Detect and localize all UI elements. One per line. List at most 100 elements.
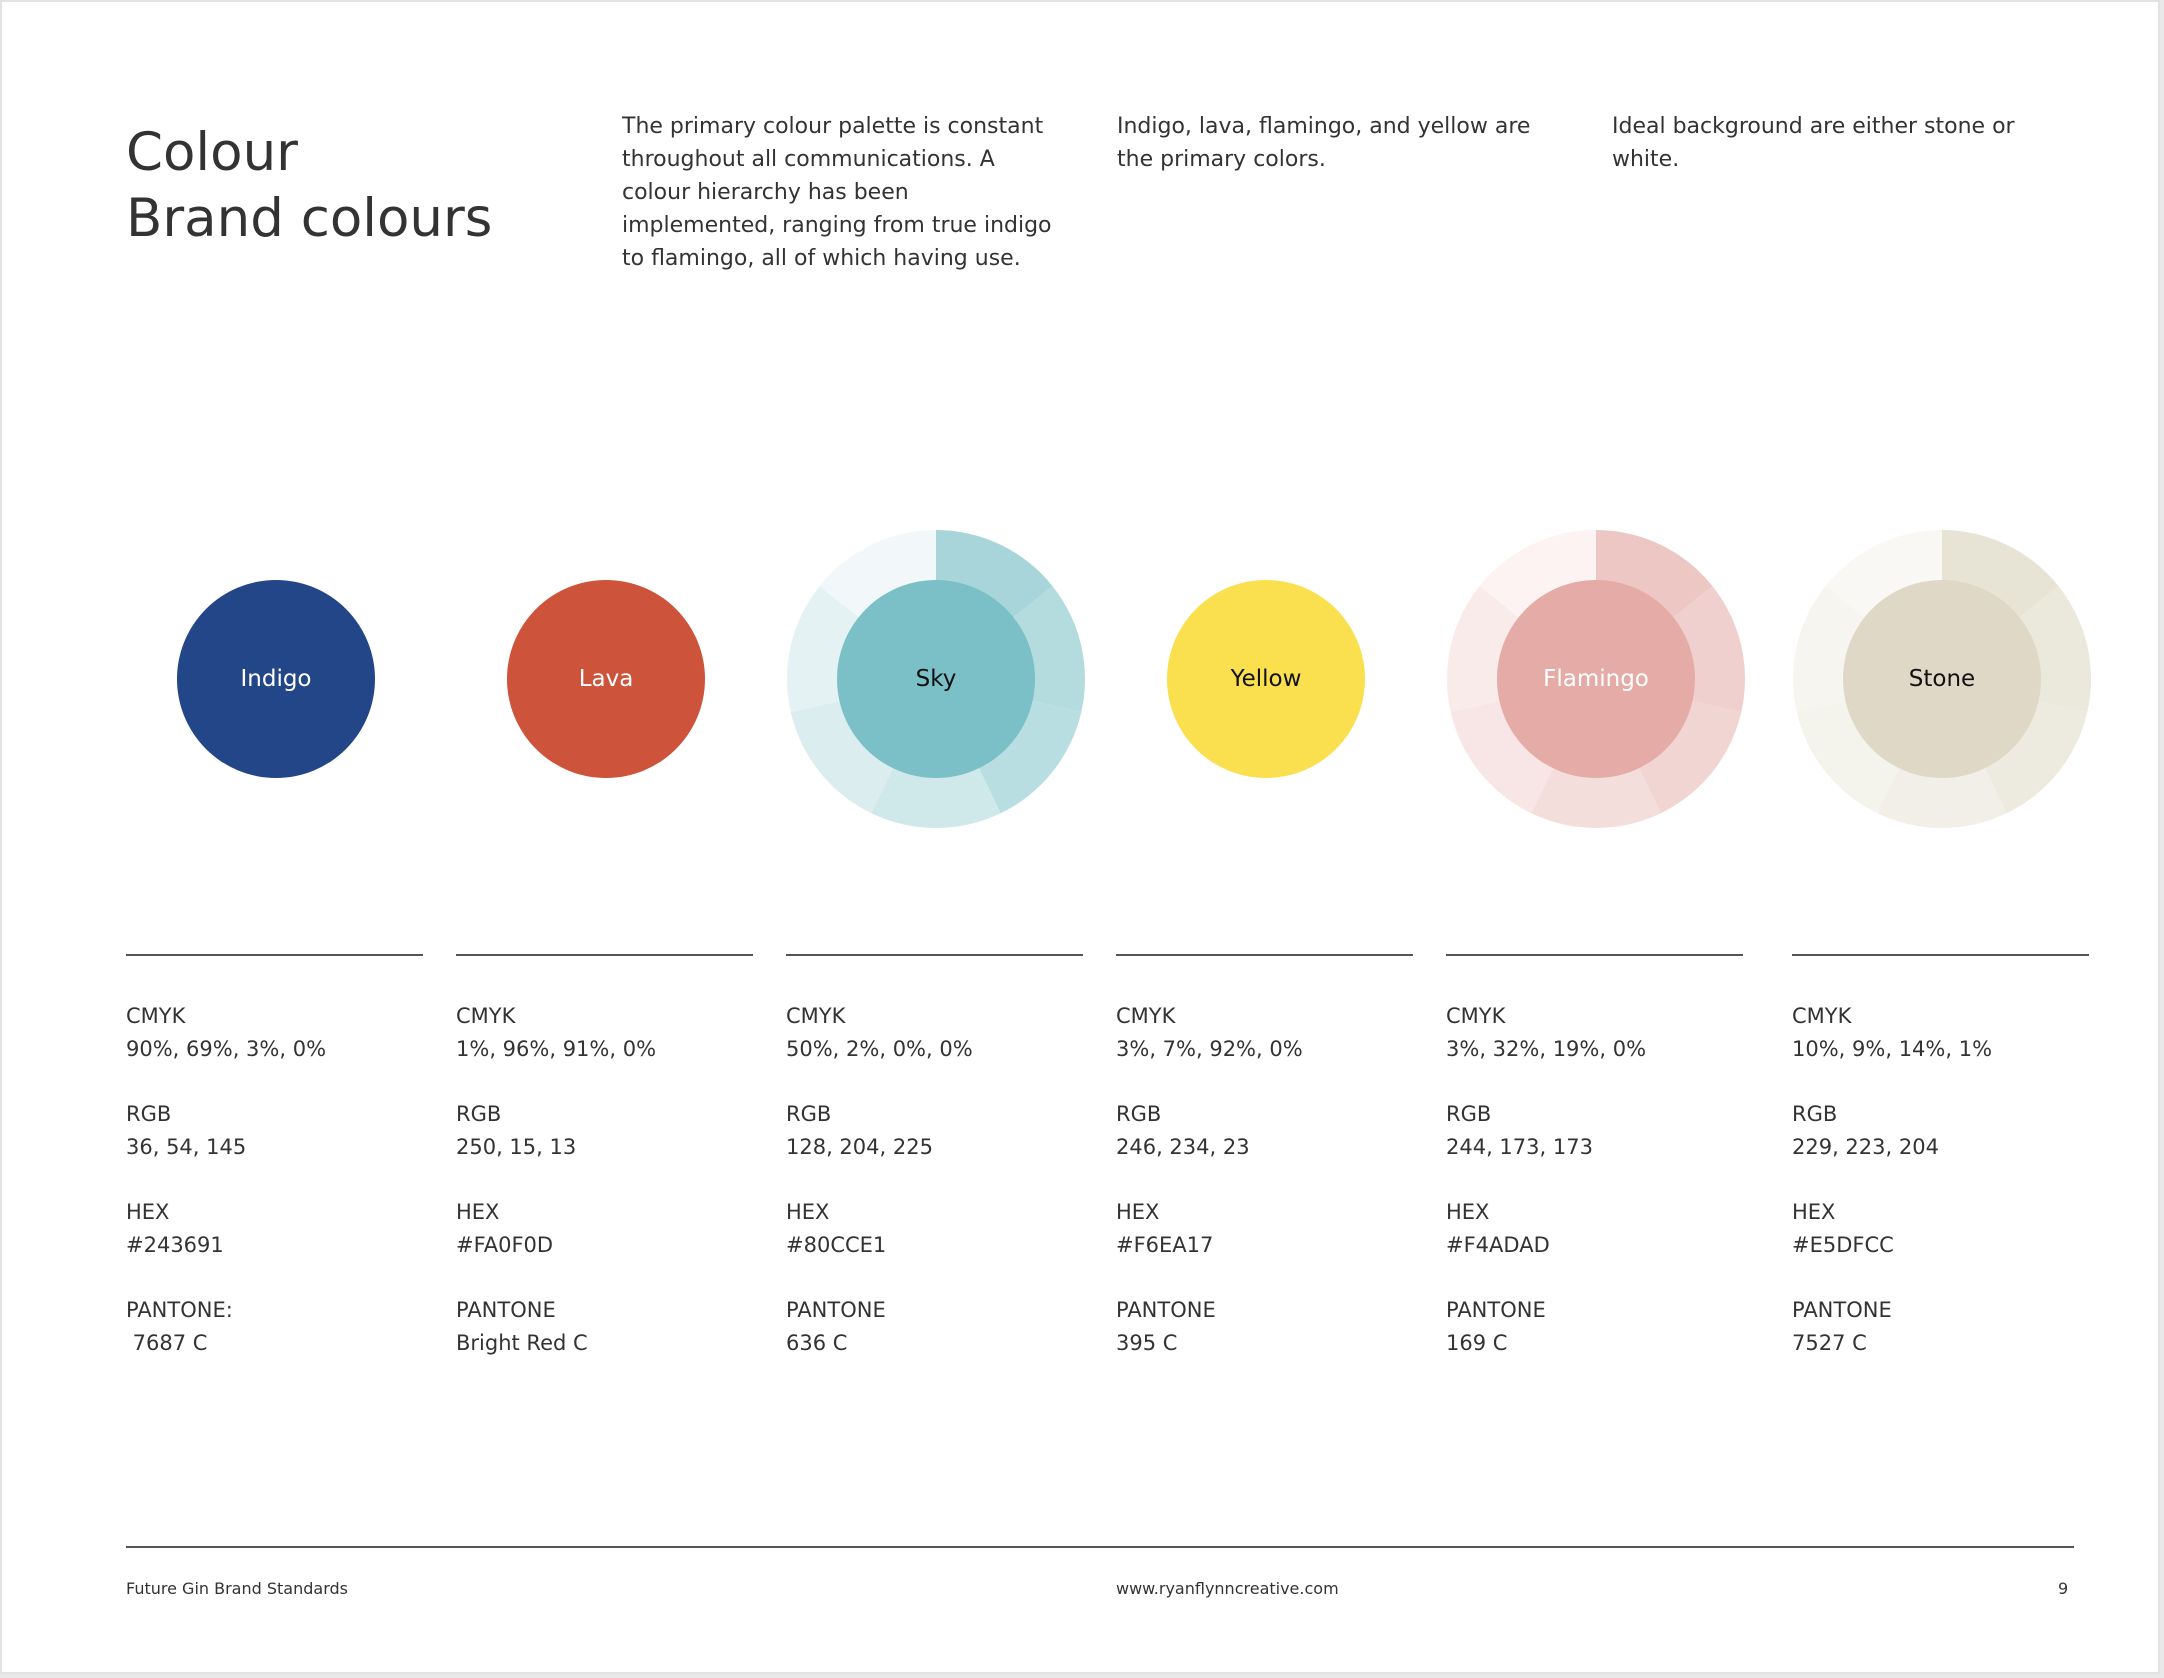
rgb-block: RGB 229, 223, 204 <box>1792 1098 2089 1164</box>
swatch-graphic <box>1793 530 2091 828</box>
rgb-value: 128, 204, 225 <box>786 1135 933 1159</box>
cmyk-label: CMYK <box>456 1004 516 1028</box>
tint-ring-segment <box>1450 700 1554 814</box>
swatch-name: Yellow <box>1230 666 1302 692</box>
hex-value: #E5DFCC <box>1792 1233 1894 1257</box>
pantone-label: PANTONE <box>1446 1298 1546 1322</box>
cmyk-block: CMYK 10%, 9%, 14%, 1% <box>1792 1000 2089 1066</box>
tint-ring-segment <box>1479 530 1596 619</box>
pantone-value: 7527 C <box>1792 1331 1867 1355</box>
tint-ring-segment <box>1825 530 1942 619</box>
spec-column-flamingo: CMYK 3%, 32%, 19%, 0% RGB 244, 173, 173 … <box>1446 954 1743 1360</box>
pantone-value: 169 C <box>1446 1331 1508 1355</box>
hex-label: HEX <box>1446 1200 1490 1224</box>
hex-value: #F4ADAD <box>1446 1233 1550 1257</box>
pantone-block: PANTONE 7527 C <box>1792 1294 2089 1360</box>
tint-ring-segment <box>1011 586 1085 713</box>
title-line-2: Brand colours <box>126 188 493 249</box>
swatch-name: Lava <box>578 666 634 692</box>
tint-ring-segment <box>1796 700 1900 814</box>
swatch-circle <box>507 580 705 778</box>
pantone-block: PANTONE 636 C <box>786 1294 1083 1360</box>
hex-value: #FA0F0D <box>456 1233 554 1257</box>
pantone-value: 395 C <box>1116 1331 1178 1355</box>
cmyk-block: CMYK 3%, 7%, 92%, 0% <box>1116 1000 1413 1066</box>
pantone-label: PANTONE <box>1792 1298 1892 1322</box>
swatch-circle <box>837 580 1035 778</box>
hex-block: HEX #F6EA17 <box>1116 1196 1413 1262</box>
tint-ring-segment <box>978 700 1082 814</box>
tint-ring-segment <box>1877 766 2007 828</box>
hex-block: HEX #FA0F0D <box>456 1196 753 1262</box>
spec-divider <box>126 954 423 956</box>
rgb-block: RGB 36, 54, 145 <box>126 1098 423 1164</box>
hex-block: HEX #80CCE1 <box>786 1196 1083 1262</box>
footer-website: www.ryanflynncreative.com <box>1116 1579 1339 1598</box>
pantone-value: 7687 C <box>126 1331 208 1355</box>
tint-ring-segment <box>787 586 861 713</box>
swatch-circle <box>1167 580 1365 778</box>
footer-divider <box>126 1546 2074 1548</box>
tint-ring-segment <box>1793 586 1867 713</box>
tint-ring-segment <box>819 530 936 619</box>
cmyk-value: 90%, 69%, 3%, 0% <box>126 1037 327 1061</box>
spec-divider <box>1446 954 1743 956</box>
cmyk-block: CMYK 50%, 2%, 0%, 0% <box>786 1000 1083 1066</box>
spec-divider <box>1792 954 2089 956</box>
rgb-value: 36, 54, 145 <box>126 1135 247 1159</box>
cmyk-label: CMYK <box>126 1004 186 1028</box>
hex-label: HEX <box>456 1200 500 1224</box>
hex-block: HEX #F4ADAD <box>1446 1196 1743 1262</box>
cmyk-label: CMYK <box>1446 1004 1506 1028</box>
rgb-value: 250, 15, 13 <box>456 1135 577 1159</box>
cmyk-label: CMYK <box>1116 1004 1176 1028</box>
pantone-value: Bright Red C <box>456 1331 588 1355</box>
tint-ring-segment <box>790 700 894 814</box>
spec-column-stone: CMYK 10%, 9%, 14%, 1% RGB 229, 223, 204 … <box>1792 954 2089 1360</box>
intro-paragraph-primary: Indigo, lava, flamingo, and yellow are t… <box>1117 114 1531 172</box>
pantone-value: 636 C <box>786 1331 848 1355</box>
tint-ring-segment <box>1638 700 1742 814</box>
tint-ring-segment <box>1596 530 1713 619</box>
pantone-label: PANTONE <box>1116 1298 1216 1322</box>
pantone-label: PANTONE <box>786 1298 886 1322</box>
rgb-block: RGB 250, 15, 13 <box>456 1098 753 1164</box>
spec-column-indigo: CMYK 90%, 69%, 3%, 0% RGB 36, 54, 145 HE… <box>126 954 423 1360</box>
swatch-name: Indigo <box>240 666 312 692</box>
footer-page-number: 9 <box>2058 1579 2069 1598</box>
hex-value: #80CCE1 <box>786 1233 887 1257</box>
cmyk-value: 1%, 96%, 91%, 0% <box>456 1037 657 1061</box>
swatch-graphic <box>177 580 375 778</box>
cmyk-value: 3%, 32%, 19%, 0% <box>1446 1037 1647 1061</box>
rgb-label: RGB <box>786 1102 832 1126</box>
cmyk-block: CMYK 3%, 32%, 19%, 0% <box>1446 1000 1743 1066</box>
swatch-name: Sky <box>915 666 957 692</box>
pantone-block: PANTONE 169 C <box>1446 1294 1743 1360</box>
spec-column-sky: CMYK 50%, 2%, 0%, 0% RGB 128, 204, 225 H… <box>786 954 1083 1360</box>
intro-paragraph-background: Ideal background are either stone or whi… <box>1612 114 2015 172</box>
tint-ring-segment <box>1942 530 2059 619</box>
cmyk-label: CMYK <box>786 1004 846 1028</box>
swatch-graphic <box>787 530 1085 828</box>
tint-ring-segment <box>871 766 1001 828</box>
spec-divider <box>456 954 753 956</box>
cmyk-label: CMYK <box>1792 1004 1852 1028</box>
swatch-circle <box>1843 580 2041 778</box>
hex-value: #243691 <box>126 1233 224 1257</box>
rgb-label: RGB <box>1792 1102 1838 1126</box>
hex-label: HEX <box>786 1200 830 1224</box>
rgb-value: 244, 173, 173 <box>1446 1135 1593 1159</box>
hex-label: HEX <box>1116 1200 1160 1224</box>
tint-ring-segment <box>1531 766 1661 828</box>
spec-divider <box>1116 954 1413 956</box>
pantone-block: PANTONE 395 C <box>1116 1294 1413 1360</box>
swatch-graphic <box>507 580 705 778</box>
pantone-label: PANTONE <box>456 1298 556 1322</box>
tint-ring-segment <box>1984 700 2088 814</box>
swatch-graphic <box>1167 580 1365 778</box>
tint-ring-segment <box>1447 586 1521 713</box>
swatch-circle <box>1497 580 1695 778</box>
spec-column-yellow: CMYK 3%, 7%, 92%, 0% RGB 246, 234, 23 HE… <box>1116 954 1413 1360</box>
rgb-block: RGB 244, 173, 173 <box>1446 1098 1743 1164</box>
